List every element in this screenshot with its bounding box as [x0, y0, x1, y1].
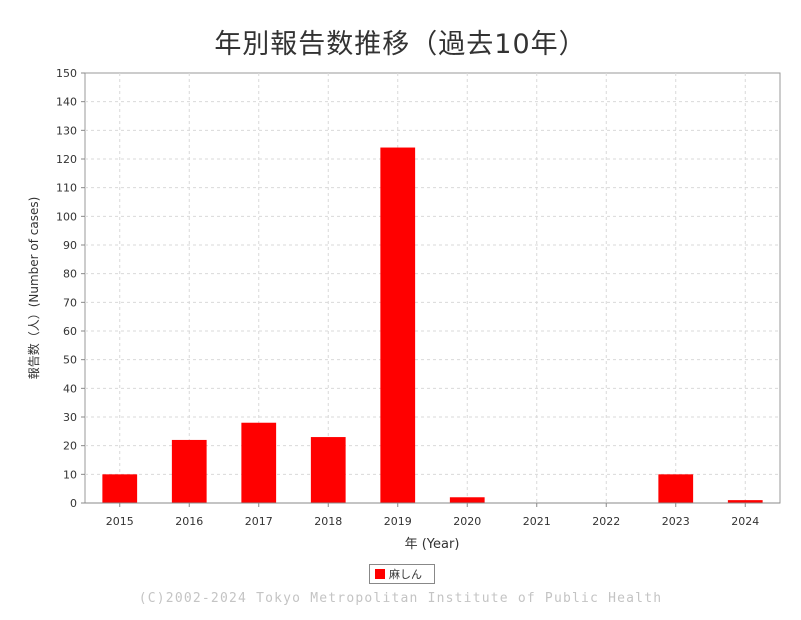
x-axis-ticks: 2015 2016 2017 2018 2019 2020 2021 2022 2023 2024 [85, 502, 780, 528]
legend: 麻しん [369, 564, 435, 584]
bar-2016 [171, 439, 207, 503]
y-tick-label: 120 [56, 153, 77, 166]
x-tick-label: 2015 [106, 515, 134, 528]
legend-label: 麻しん [389, 568, 422, 581]
copyright-text: (C)2002-2024 Tokyo Metropolitan Institut… [138, 591, 663, 606]
y-tick-label: 0 [70, 497, 77, 510]
y-tick-label: 140 [56, 96, 77, 109]
y-tick-label: 30 [63, 411, 77, 424]
x-tick-label: 2023 [662, 515, 690, 528]
y-tick-label: 20 [63, 440, 77, 453]
y-tick-label: 100 [56, 210, 77, 223]
chart-title: 年別報告数推移（過去10年） [214, 29, 587, 60]
y-tick-label: 90 [63, 239, 77, 252]
x-tick-label: 2019 [384, 515, 412, 528]
y-tick-label: 60 [63, 325, 77, 338]
x-tick-label: 2021 [523, 515, 551, 528]
bar-2017 [241, 422, 277, 503]
y-axis-label: 報告数（人）(Number of cases) [26, 197, 41, 380]
y-tick-label: 130 [56, 124, 77, 137]
x-axis-label: 年 (Year) [405, 537, 460, 552]
legend-swatch [375, 569, 385, 579]
bar-2024 [727, 500, 763, 503]
y-tick-label: 110 [56, 182, 77, 195]
plot-area [84, 72, 781, 504]
bar-2019 [380, 147, 416, 504]
bar-2018 [310, 437, 346, 503]
y-axis-ticks: 0 10 20 30 40 50 60 70 80 90 100 110 120 130 140 150 [56, 67, 85, 510]
bar-2015 [102, 474, 138, 503]
x-tick-label: 2017 [245, 515, 273, 528]
y-tick-label: 70 [63, 296, 77, 309]
bar-2020 [449, 497, 485, 503]
y-tick-label: 50 [63, 354, 77, 367]
y-tick-label: 80 [63, 268, 77, 281]
x-tick-label: 2018 [314, 515, 342, 528]
x-tick-label: 2016 [175, 515, 203, 528]
bar-chart: 0 10 20 30 40 50 60 70 80 90 100 110 120 130 140 150 20… [26, 67, 781, 552]
y-tick-label: 10 [63, 468, 77, 481]
x-tick-label: 2020 [453, 515, 481, 528]
x-tick-label: 2022 [592, 515, 620, 528]
bars [102, 147, 763, 504]
y-tick-label: 40 [63, 382, 77, 395]
y-tick-label: 150 [56, 67, 77, 80]
bar-2023 [658, 474, 694, 503]
x-tick-label: 2024 [731, 515, 759, 528]
